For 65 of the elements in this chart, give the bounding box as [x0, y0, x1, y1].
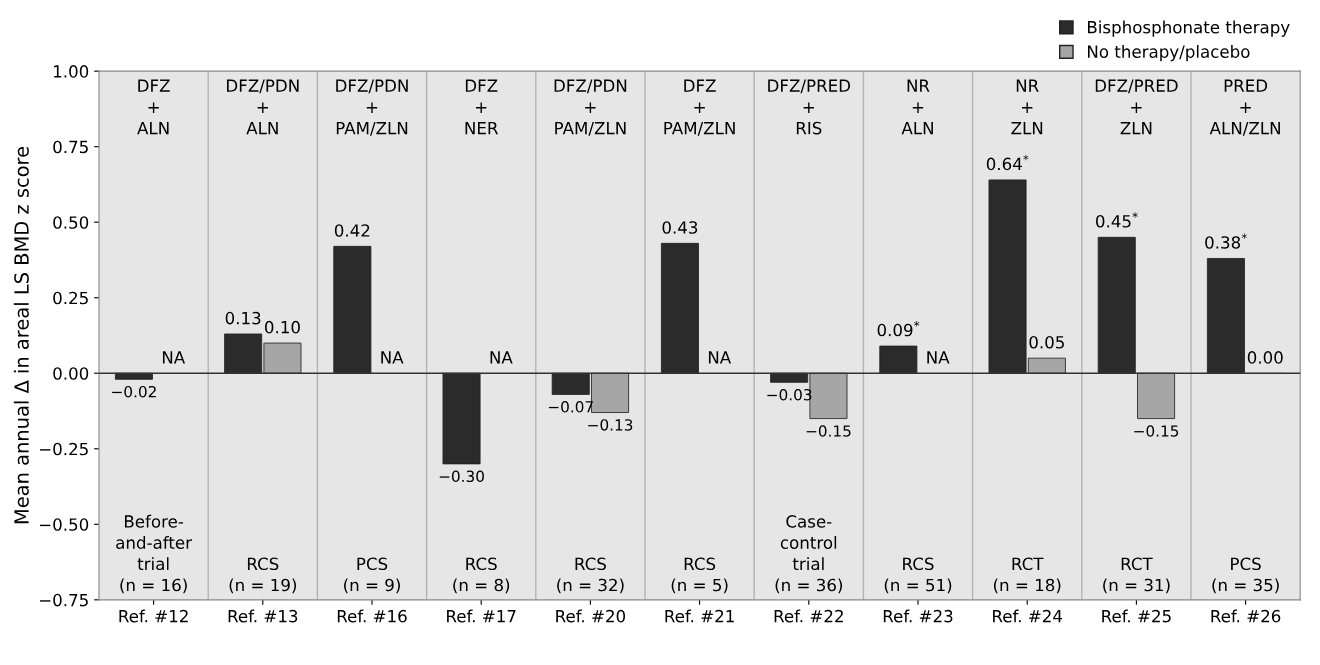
annotation: RCS (n = 8) [453, 557, 510, 594]
data-label: 0.64$^{*}$ [986, 154, 1029, 171]
data-label: 0.13 [225, 311, 261, 325]
annotation: RCT (n = 31) [1103, 557, 1170, 594]
text: NA [162, 351, 186, 364]
annotation: DFZ + NER [465, 79, 499, 135]
legend-label: Bisphosphonate therapy [1088, 20, 1290, 37]
x-tick-label: Ref. #22 [774, 609, 843, 623]
annotation: DFZ/PDN + ALN [227, 79, 299, 135]
x-tick-label: Ref. #23 [883, 609, 953, 623]
y-axis-title: Mean annual Δ in areal LS BMD z score [13, 146, 29, 524]
y-tick-label: 0.25 [53, 291, 88, 305]
data-label: 0.09$^{*}$ [877, 321, 920, 337]
data-label: −0.02 [112, 385, 156, 398]
y-tick-label: 1.00 [54, 65, 89, 78]
annotation: PCS (n = 35) [1212, 557, 1279, 594]
annotation: PRED + ALN/ZLN [1209, 79, 1280, 136]
x-tick-label: Ref. #20 [556, 609, 626, 623]
data-label: 0.45$^{*}$ [1096, 212, 1138, 228]
data-label: 0.00 [1247, 351, 1283, 364]
y-tick-label: −0.25 [39, 442, 88, 456]
data-label: 0.38$^{*}$ [1205, 233, 1247, 249]
annotation: RCS (n = 19) [229, 557, 297, 594]
x-tick-label: Ref. #26 [1211, 609, 1281, 623]
y-tick-label: −0.75 [39, 593, 88, 607]
y-tick-label: 0.00 [53, 367, 89, 380]
x-tick-label: Ref. #25 [1102, 609, 1171, 623]
annotation: DFZ/PDN + PAM/ZLN [554, 79, 627, 136]
x-tick-label: Ref. #13 [228, 609, 298, 623]
annotation: NR + ZLN [1011, 79, 1043, 135]
text: NA [708, 351, 732, 364]
annotation: PCS (n = 9) [344, 557, 400, 594]
legend-label: No therapy/placebo [1088, 45, 1250, 62]
x-tick-label: Ref. #16 [337, 609, 407, 623]
text: NA [381, 351, 404, 364]
annotation: RCS (n = 51) [884, 557, 952, 594]
annotation: RCS (n = 5) [671, 557, 728, 594]
data-label: −0.03 [767, 388, 812, 401]
x-tick-label: Ref. #21 [665, 609, 734, 623]
annotation: NR + ALN [901, 79, 933, 135]
data-label: −0.15 [1134, 425, 1179, 437]
y-tick-label: 0.75 [53, 140, 88, 154]
y-tick-label: −0.50 [39, 518, 89, 531]
annotation: DFZ/PRED + RIS [768, 79, 851, 135]
annotation: RCT (n = 18) [993, 557, 1061, 594]
text: NA [490, 351, 513, 364]
data-label: 0.43 [662, 221, 698, 234]
x-tick-label: Ref. #17 [447, 609, 516, 623]
x-tick-label: Ref. #24 [993, 609, 1063, 623]
data-label: −0.13 [588, 419, 633, 431]
y-tick-label: 0.50 [53, 216, 89, 229]
data-label: 0.10 [265, 320, 300, 334]
data-label: −0.15 [806, 425, 851, 437]
data-label: −0.30 [439, 470, 484, 483]
text: NA [927, 351, 950, 364]
annotation: DFZ + PAM/ZLN [664, 79, 735, 136]
annotation: DFZ/PDN + PAM/ZLN [336, 79, 408, 136]
annotation: DFZ/PRED + ZLN [1095, 79, 1178, 135]
annotation: DFZ + ALN [137, 79, 170, 135]
data-label: 0.42 [334, 224, 370, 237]
annotation: Before- and-after trial (n = 16) [116, 514, 192, 594]
x-tick-label: Ref. #12 [119, 609, 188, 623]
annotation: RCS (n = 32) [557, 557, 624, 594]
annotation: Case- control trial (n = 36) [775, 515, 843, 594]
data-label: 0.05 [1029, 335, 1064, 349]
